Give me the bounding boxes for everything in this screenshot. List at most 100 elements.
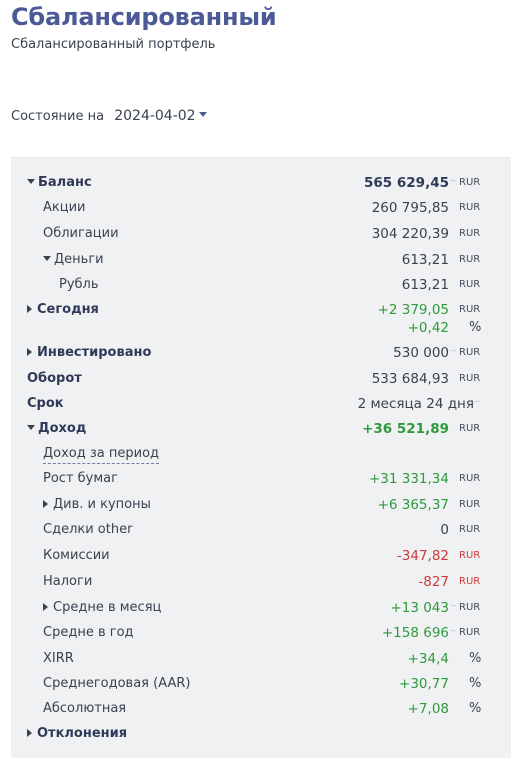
row-growth: Рост бумаг +31 331,34 RUR <box>11 468 511 490</box>
dividends-value: +6 365,37 <box>377 497 449 513</box>
state-selector: Состояние на 2024-04-02 <box>11 108 207 124</box>
currency-label: RUR <box>459 304 481 315</box>
aar-value: +30,77 <box>399 676 449 692</box>
deals-other-label: Сделки other <box>43 522 133 537</box>
currency-label: RUR <box>459 279 481 290</box>
row-aar: Среднегодовая (AAR) +30,77 % <box>11 673 511 695</box>
row-invested[interactable]: Инвестировано 530 000 ~ RUR <box>11 342 511 364</box>
row-income[interactable]: Доход +36 521,89 RUR <box>11 418 511 440</box>
currency-label: RUR <box>459 373 481 384</box>
row-money[interactable]: Деньги 613,21 RUR <box>11 249 511 271</box>
caret-right-icon <box>27 728 32 737</box>
row-deviations[interactable]: Отклонения <box>11 723 511 745</box>
percent-unit: % <box>469 320 482 335</box>
row-balance[interactable]: Баланс 565 629,45 ~ RUR <box>11 172 511 194</box>
xirr-label: XIRR <box>43 651 74 666</box>
row-turnover: Оборот 533 684,93 RUR <box>11 368 511 390</box>
money-label[interactable]: Деньги <box>43 249 104 271</box>
caret-down-icon <box>43 256 51 261</box>
currency-label: RUR <box>459 627 481 638</box>
caret-right-icon <box>27 304 32 313</box>
caret-right-icon <box>43 499 48 508</box>
date-dropdown[interactable]: 2024-04-02 <box>114 108 207 124</box>
term-value: 2 месяца 24 дня <box>357 396 474 412</box>
row-today[interactable]: Сегодня +2 379,05 RUR <box>11 299 511 321</box>
commissions-label: Комиссии <box>43 548 110 563</box>
row-bonds: Облигации 304 220,39 RUR <box>11 223 511 245</box>
deviations-label[interactable]: Отклонения <box>27 723 127 745</box>
currency-label: RUR <box>459 228 481 239</box>
currency-label: RUR <box>459 550 481 561</box>
caret-right-icon <box>27 347 32 356</box>
currency-label: RUR <box>459 576 481 587</box>
today-value: +2 379,05 <box>377 302 449 318</box>
approx-mark: ~ <box>474 397 481 406</box>
approx-mark: ~ <box>450 346 457 355</box>
approx-mark: ~ <box>450 601 457 610</box>
approx-mark: ~ <box>450 626 457 635</box>
dividends-label[interactable]: Див. и купоны <box>43 494 151 516</box>
xirr-value: +34,4 <box>407 651 449 667</box>
row-avg-year: Средне в год +158 696 ~ RUR <box>11 622 511 644</box>
currency-label: RUR <box>459 499 481 510</box>
percent-unit: % <box>469 651 482 666</box>
caret-down-icon <box>198 111 207 117</box>
approx-mark: ~ <box>450 176 457 185</box>
currency-label: RUR <box>459 177 481 188</box>
income-value: +36 521,89 <box>362 421 449 437</box>
currency-label: RUR <box>459 254 481 265</box>
state-label: Состояние на <box>11 109 105 124</box>
income-label[interactable]: Доход <box>27 418 86 440</box>
avg-month-label[interactable]: Средне в месяц <box>43 597 161 619</box>
row-commissions: Комиссии -347,82 RUR <box>11 545 511 567</box>
turnover-label: Оборот <box>27 371 82 386</box>
caret-right-icon <box>43 602 48 611</box>
avg-year-value: +158 696 <box>381 625 449 641</box>
currency-label: RUR <box>459 202 481 213</box>
stocks-value: 260 795,85 <box>371 200 449 216</box>
bonds-value: 304 220,39 <box>371 226 449 242</box>
absolute-value: +7,08 <box>407 701 449 717</box>
ruble-value: 613,21 <box>401 277 449 293</box>
avg-year-label: Средне в год <box>43 625 134 640</box>
row-avg-month[interactable]: Средне в месяц +13 043 ~ RUR <box>11 597 511 619</box>
stocks-label: Акции <box>43 200 86 215</box>
taxes-label: Налоги <box>43 574 93 589</box>
today-label[interactable]: Сегодня <box>27 299 99 321</box>
row-stocks: Акции 260 795,85 RUR <box>11 197 511 219</box>
absolute-label: Абсолютная <box>43 701 127 716</box>
percent-unit: % <box>469 701 482 716</box>
balance-label[interactable]: Баланс <box>27 172 92 194</box>
avg-month-value: +13 043 <box>390 600 449 616</box>
aar-label: Среднегодовая (AAR) <box>43 676 191 691</box>
row-absolute: Абсолютная +7,08 % <box>11 698 511 720</box>
income-period-link[interactable]: Доход за период <box>43 445 160 464</box>
deals-other-value: 0 <box>440 522 449 538</box>
row-today-percent: +0,42 % <box>11 317 511 339</box>
money-value: 613,21 <box>401 252 449 268</box>
currency-label: RUR <box>459 473 481 484</box>
caret-down-icon <box>27 425 35 430</box>
commissions-value: -347,82 <box>396 548 449 564</box>
row-taxes: Налоги -827 RUR <box>11 571 511 593</box>
row-xirr: XIRR +34,4 % <box>11 648 511 670</box>
row-dividends[interactable]: Див. и купоны +6 365,37 RUR <box>11 494 511 516</box>
balance-value: 565 629,45 <box>364 175 449 191</box>
today-percent-value: +0,42 <box>407 320 449 336</box>
turnover-value: 533 684,93 <box>371 371 449 387</box>
page-title: Сбалансированный <box>11 3 277 31</box>
growth-label: Рост бумаг <box>43 471 118 486</box>
term-label: Срок <box>27 396 64 411</box>
currency-label: RUR <box>459 423 481 434</box>
invested-label[interactable]: Инвестировано <box>27 342 151 364</box>
percent-unit: % <box>469 676 482 691</box>
currency-label: RUR <box>459 524 481 535</box>
row-ruble: Рубль 613,21 RUR <box>11 274 511 296</box>
page-subtitle: Сбалансированный портфель <box>11 37 216 52</box>
row-term: Срок 2 месяца 24 дня ~ <box>11 393 511 415</box>
portfolio-summary-panel: Баланс 565 629,45 ~ RUR Акции 260 795,85… <box>11 157 511 758</box>
date-value: 2024-04-02 <box>114 108 196 124</box>
caret-down-icon <box>27 179 35 184</box>
invested-value: 530 000 <box>393 345 449 361</box>
row-income-period[interactable]: Доход за период <box>11 443 511 465</box>
